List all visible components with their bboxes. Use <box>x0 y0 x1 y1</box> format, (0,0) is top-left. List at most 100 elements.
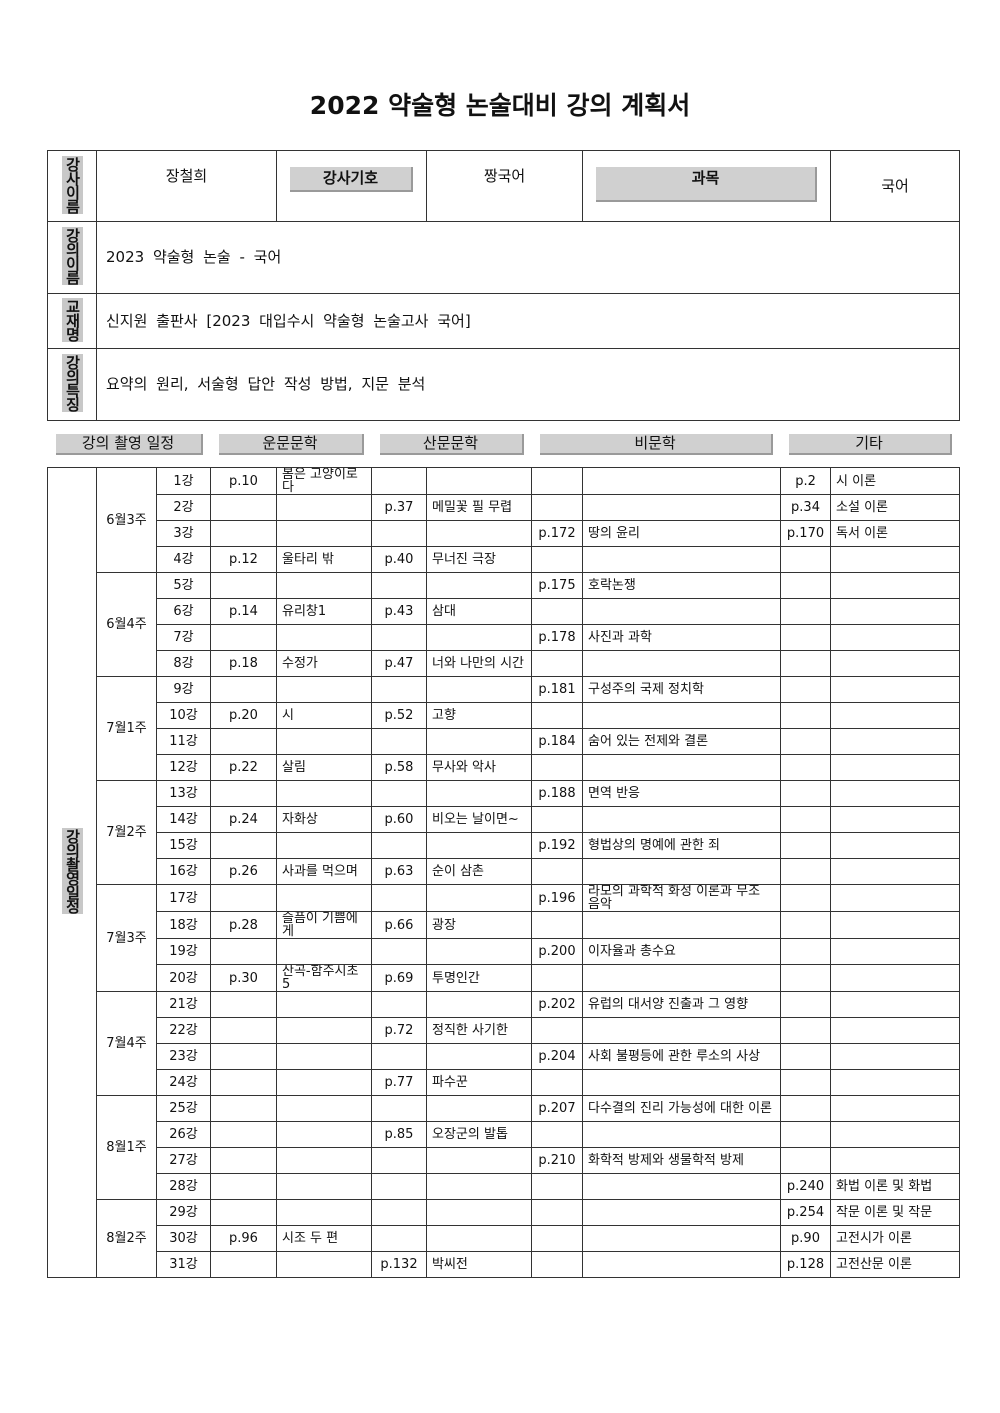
page-cell <box>531 467 584 495</box>
page-cell <box>210 991 277 1018</box>
page-cell <box>210 1069 277 1096</box>
title-cell <box>830 884 961 912</box>
title-cell: 화학적 방제와 생물학적 방제 <box>582 1147 782 1174</box>
lecture-title: 시 이론 <box>836 473 877 489</box>
page-number: p.37 <box>384 500 414 515</box>
title-cell <box>426 520 533 547</box>
lecture-number: 21강 <box>169 997 198 1012</box>
table-row: 15강 p.192 형법상의 명예에 관한 죄 <box>48 832 961 859</box>
title-cell <box>582 1251 782 1278</box>
page-cell <box>370 1173 428 1200</box>
page-cell: p.26 <box>210 858 277 885</box>
title-cell <box>582 702 782 729</box>
lecture-title: 정직한 사기한 <box>432 1023 508 1038</box>
page-cell: 8강 <box>156 650 211 677</box>
header-label: 기타 <box>788 433 952 455</box>
week-cell: 7월4주 <box>96 991 157 1096</box>
page-cell <box>780 911 832 939</box>
page-number: p.52 <box>384 708 414 723</box>
lecture-title: 화학적 방제와 생물학적 방제 <box>588 1153 744 1168</box>
title-cell <box>582 1225 782 1252</box>
title-cell <box>830 546 961 573</box>
cell: 강사기호 <box>275 150 428 222</box>
table-row: 16강 p.26 사과를 먹으며 p.63 순이 삼촌 <box>48 858 961 885</box>
lecture-title: 사회 불평등에 관한 루소의 사상 <box>588 1049 761 1064</box>
lecture-title: 비오는 날이면~ <box>432 812 519 827</box>
page-cell: 14강 <box>156 806 211 833</box>
table-row: 19강 p.200 이자율과 총수요 <box>48 938 961 965</box>
row-label: 강의촬영일정 <box>47 467 97 1278</box>
page-cell: p.34 <box>780 494 832 521</box>
page-number: p.58 <box>384 760 414 775</box>
page-cell <box>210 624 277 651</box>
lecture-title: 슬픔이 기쁨에게 <box>282 911 358 939</box>
page-number: p.170 <box>786 526 825 541</box>
title-cell <box>582 911 782 939</box>
table-row: 10강 p.20 시 p.52 고향 <box>48 702 961 729</box>
title-cell <box>830 1121 961 1148</box>
title-cell <box>276 1043 372 1070</box>
week-cell: 7월3주 <box>96 884 157 992</box>
page-cell <box>210 572 277 599</box>
page-cell <box>210 520 277 547</box>
table-row: 8월2주 29강 p.254 작문 이론 및 작문 <box>48 1199 961 1278</box>
instructor-name: 장철희 <box>165 167 208 185</box>
page-number: p.202 <box>538 997 576 1012</box>
page-cell <box>370 991 428 1018</box>
page-cell: p.254 <box>780 1199 832 1226</box>
page-number: p.175 <box>538 578 576 593</box>
title-cell: 라모의 과학적 화성 이론과 무조 음악 <box>582 884 782 912</box>
page-number: p.10 <box>229 473 258 489</box>
title-cell <box>276 1017 372 1044</box>
page-number: p.207 <box>538 1101 576 1116</box>
page-cell: p.69 <box>370 964 428 992</box>
table-row: 6월4주 5강 p.175 호락논쟁 <box>48 572 961 677</box>
title-cell <box>426 728 533 755</box>
table-row: 7월2주 13강 p.188 면역 반응 <box>48 780 961 885</box>
lecture-title: 이자율과 총수요 <box>588 944 676 959</box>
page-cell: 23강 <box>156 1043 211 1070</box>
page-cell: p.18 <box>210 650 277 677</box>
page-cell <box>780 598 832 625</box>
page-cell <box>370 1147 428 1174</box>
table-row: 20강 p.30 산곡-함주시초5 p.69 투명인간 <box>48 964 961 992</box>
page-cell <box>210 494 277 521</box>
page-number: p.132 <box>380 1257 418 1272</box>
title-cell: 시조 두 편 <box>276 1225 372 1252</box>
page-cell: 4강 <box>156 546 211 573</box>
page-cell <box>531 806 584 833</box>
page-cell <box>531 546 584 573</box>
page-cell <box>531 1225 584 1252</box>
lecture-number: 29강 <box>169 1205 198 1220</box>
page-cell: 28강 <box>156 1173 211 1200</box>
page-cell <box>531 1069 584 1096</box>
page-cell <box>370 467 428 495</box>
lecture-number: 16강 <box>169 864 198 879</box>
lecture-title: 고전산문 이론 <box>836 1257 912 1272</box>
page-cell <box>780 1043 832 1070</box>
page-cell: 20강 <box>156 964 211 992</box>
document-title: 2022 약술형 논술대비 강의 계획서 <box>309 91 691 120</box>
week-label: 7월2주 <box>106 825 147 840</box>
title-cell: 숨어 있는 전제와 결론 <box>582 728 782 755</box>
page-cell <box>531 1251 584 1278</box>
title-cell <box>276 832 372 859</box>
page-cell <box>531 702 584 729</box>
title-cell <box>276 676 372 703</box>
lecture-title: 시 <box>282 708 294 723</box>
label-text: 강의특징 <box>61 354 83 412</box>
table-row: 18강 p.28 슬픔이 기쁨에게 p.66 광장 <box>48 911 961 939</box>
title-cell <box>830 624 961 651</box>
title-cell <box>276 1173 372 1200</box>
page-cell: 7강 <box>156 624 211 651</box>
page-cell: p.58 <box>370 754 428 781</box>
title-cell: 슬픔이 기쁨에게 <box>276 911 372 939</box>
page-number: p.85 <box>384 1127 414 1142</box>
page-cell <box>531 911 584 939</box>
title-cell <box>426 1095 533 1122</box>
plan-table: 강사이름 장철희 강사기호 짱국어 과목 국어 강의이름 2023 약술형 논술 - 국어 교재… <box>47 150 961 1278</box>
title-cell <box>276 624 372 651</box>
page-cell: p.181 <box>531 676 584 703</box>
lecture-title: 면역 반응 <box>588 786 640 801</box>
lecture-title: 유럽의 대서양 진출과 그 영향 <box>588 997 749 1012</box>
